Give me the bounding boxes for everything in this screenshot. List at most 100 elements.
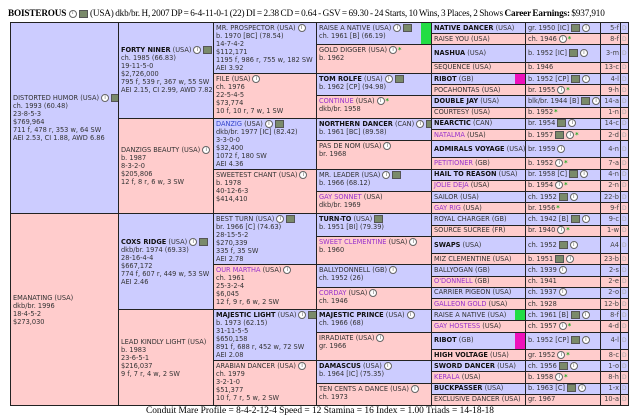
info-icon[interactable]: i [580,170,589,179]
info-icon[interactable]: i [389,266,398,275]
info-icon[interactable]: i [376,333,385,342]
horse-name[interactable]: ADMIRALS VOYAGE [434,144,505,153]
dosage-marker[interactable]: D [620,309,629,322]
horse-name[interactable]: DANZIG [216,119,242,128]
horse-name[interactable]: RIBOT [434,336,457,345]
info-icon[interactable]: i [568,119,577,128]
horse-name[interactable]: ROYAL CHARGER [434,215,490,224]
horse-name[interactable]: GALLEON GOLD [434,299,487,308]
info-icon[interactable]: i [557,144,566,153]
dosage-marker[interactable]: D [620,297,629,311]
dosage-marker[interactable]: D [620,117,629,130]
info-icon[interactable]: i [264,119,273,128]
info-icon[interactable]: i [383,362,392,371]
horse-name[interactable]: GAY RIG [434,203,461,212]
horse-name[interactable]: BALLYOGAN [434,265,473,274]
horse-name[interactable]: DOUBLE JAY [434,96,479,105]
horse-name[interactable]: NATIVE DANCER [434,23,494,32]
dosage-marker[interactable]: D [620,140,629,159]
horse-name[interactable]: MIZ CLEMENTINE [434,254,491,263]
info-icon[interactable]: i [592,96,600,105]
info-icon[interactable]: i [578,384,587,393]
horse-name[interactable]: CARRIER PIGEON [434,288,491,297]
dosage-marker[interactable]: D [620,95,629,108]
dosage-marker[interactable]: D [620,179,629,193]
horse-name[interactable]: NORTHERN DANCER [319,119,393,128]
horse-name[interactable]: JOLIE DEJA [434,181,469,190]
dosage-marker[interactable]: D [620,264,629,277]
horse-name[interactable]: SWEETEST CHANT [216,170,277,179]
info-icon[interactable]: i [558,34,567,43]
horse-name[interactable]: RIBOT [434,74,457,83]
book-icon[interactable] [570,215,580,224]
dosage-marker[interactable]: D [620,360,629,373]
dosage-marker[interactable]: D [620,61,629,74]
book-icon[interactable] [555,130,565,139]
horse-name[interactable]: DANZIGS BEAUTY [121,146,180,155]
book-icon[interactable] [203,46,213,55]
dosage-marker[interactable]: D [620,371,629,384]
book-icon[interactable] [199,237,209,246]
dosage-marker[interactable]: D [620,72,629,86]
info-icon[interactable]: i [283,266,292,275]
dosage-marker[interactable]: D [620,393,629,407]
info-icon[interactable]: i [189,237,198,246]
dosage-marker[interactable]: D [620,84,629,97]
book-icon[interactable] [374,215,384,224]
horse-name[interactable]: MR. PROSPECTOR [216,24,275,32]
dosage-marker[interactable]: D [620,275,629,288]
book-icon[interactable] [581,96,591,105]
book-icon[interactable] [274,119,284,128]
horse-name[interactable]: LEAD KINDLY LIGHT [121,337,186,346]
horse-name[interactable]: IRRADIATE [319,333,354,342]
book-icon[interactable] [392,170,402,179]
book-icon[interactable] [558,240,568,249]
horse-name[interactable]: RAISE YOU [434,34,469,43]
dosage-marker[interactable]: D [620,168,629,181]
info-icon[interactable]: i [557,226,566,235]
horse-name[interactable]: KERALA [434,372,460,381]
info-icon[interactable]: i [297,24,306,32]
book-icon[interactable] [558,361,568,370]
book-icon[interactable] [426,119,431,128]
horse-name[interactable]: DAMASCUS [319,362,361,371]
info-icon[interactable]: i [101,94,110,103]
info-icon[interactable]: i [298,311,307,320]
horse-name[interactable]: RAISE A NATIVE [319,24,371,32]
horse-name[interactable]: DISTORTED HUMOR [13,94,79,103]
info-icon[interactable]: i [202,146,211,155]
horse-name[interactable]: FILE [216,74,230,83]
info-icon[interactable]: i [581,215,590,224]
horse-name[interactable]: SAILOR [434,192,458,201]
horse-name[interactable]: PAS DE NOM [319,142,361,151]
horse-name[interactable]: FORTY NINER [121,46,171,55]
dosage-marker[interactable]: D [620,106,629,119]
horse-name[interactable]: MR. LEADER [319,170,360,179]
info-icon[interactable]: i [582,23,591,32]
book-icon[interactable] [569,170,579,179]
dosage-marker[interactable]: D [620,191,629,204]
info-icon[interactable]: i [581,336,590,345]
dosage-marker[interactable]: D [620,213,629,226]
horse-name[interactable]: ARABIAN DANCER [216,362,276,371]
info-icon[interactable]: i [569,240,578,249]
info-icon[interactable]: i [581,74,590,83]
horse-name[interactable]: SOURCE SUCREE [434,226,490,235]
info-icon[interactable]: i [393,24,402,32]
horse-name[interactable]: NATALMA [434,130,465,139]
info-icon[interactable]: i [383,142,392,151]
horse-name[interactable]: O'DONNELL [434,277,473,286]
info-icon[interactable]: i [557,350,566,359]
horse-name[interactable]: HIGH VOLTAGE [434,350,488,359]
horse-name[interactable]: SEQUENCE [434,63,471,72]
info-icon[interactable]: i [68,9,77,18]
info-icon[interactable]: i [298,362,307,371]
horse-name[interactable]: COURTESY [434,108,470,117]
book-icon[interactable] [570,74,580,83]
horse-name[interactable]: TOM ROLFE [319,74,362,83]
dosage-marker[interactable]: D [620,348,629,362]
info-icon[interactable]: i [410,384,419,393]
horse-name[interactable]: BEST TURN [216,215,254,224]
info-icon[interactable]: i [384,74,393,83]
dosage-marker[interactable]: D [620,320,629,333]
